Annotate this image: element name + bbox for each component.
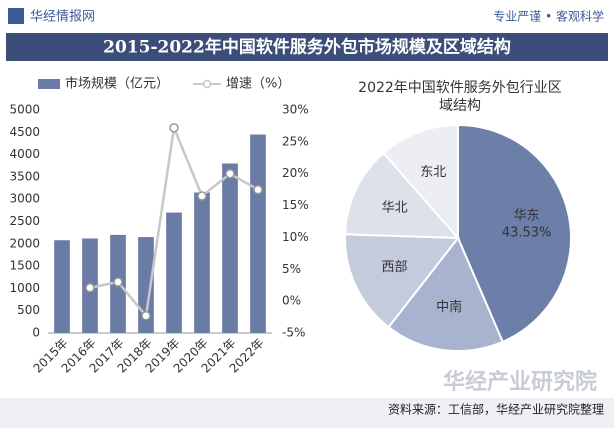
bar (138, 237, 154, 333)
y2-tick-label: -5% (282, 326, 305, 340)
slice-label: 中南 (436, 299, 462, 315)
pie-slice (344, 151, 461, 240)
legend-label: 市场规模（亿元） (65, 76, 169, 92)
growth-marker (253, 184, 263, 195)
y-tick-label: 2000 (9, 236, 40, 250)
y-tick-label: 3500 (9, 169, 40, 183)
pie-title-line: 域结构 (439, 98, 481, 114)
growth-marker (197, 191, 207, 201)
slogan: 专业严谨 • 客观科学 (493, 9, 604, 24)
pie-slice (387, 236, 504, 352)
y-tick-label: 1000 (9, 281, 40, 295)
pie-slice (457, 123, 572, 344)
bar (222, 163, 238, 333)
bar (194, 192, 210, 333)
y-tick-label: 500 (17, 303, 40, 317)
title-bar (6, 33, 608, 61)
y-tick-label: 4500 (9, 125, 40, 139)
slice-label: 华北 (382, 201, 408, 216)
combo-chart: 0 500 1000 1500 2000 2500 3000 3500 4000 4500 5000… (9, 76, 308, 376)
slice-label: 西部 (382, 260, 408, 275)
growth-marker (141, 311, 151, 321)
y2-tick-label: 5% (282, 262, 301, 276)
y-tick-label: 2500 (9, 214, 40, 228)
growth-marker (113, 277, 123, 287)
y2-tick-label: 25% (282, 134, 309, 148)
growth-marker (225, 168, 235, 179)
bar (54, 240, 70, 333)
pie-title-line: 2022年中国软件服务外包行业区 (358, 80, 562, 96)
slice-label: 东北 (420, 165, 446, 180)
y2-tick-label: 0% (282, 294, 301, 308)
bar (250, 134, 266, 333)
pie-slice (382, 123, 459, 241)
legend-swatch (38, 79, 60, 89)
pie-title: 2022年中国软件服务外包行业区域结构 (358, 80, 562, 114)
y-tick-label: 0 (32, 326, 40, 340)
logo-icon (8, 8, 24, 24)
y-tick-label: 4000 (9, 147, 40, 161)
y-tick-label: 3000 (9, 192, 40, 206)
footer-bar (0, 398, 614, 428)
growth-marker (169, 123, 179, 133)
y2-tick-label: 15% (282, 198, 309, 212)
pie-slice (344, 233, 460, 329)
y-tick-label: 1500 (9, 259, 40, 273)
watermark: 华经产业研究院 (443, 369, 597, 395)
y-tick-label: 5000 (9, 103, 40, 117)
y2-tick-label: 30% (282, 103, 309, 117)
y2-tick-label: 20% (282, 166, 309, 180)
bar (166, 212, 182, 333)
legend-label: 增速（%） (226, 77, 290, 92)
title: 2015-2022年中国软件服务外包市场规模及区域结构 (103, 37, 511, 58)
legend-marker (202, 79, 212, 89)
source: 资料来源：工信部，华经产业研究院整理 (388, 402, 604, 417)
growth-marker (85, 283, 95, 293)
y2-tick-label: 10% (282, 230, 309, 244)
logo: 华经情报网 (30, 10, 95, 25)
slice-value-label: 43.53% (502, 225, 552, 240)
slice-label: 华东 (514, 208, 540, 223)
